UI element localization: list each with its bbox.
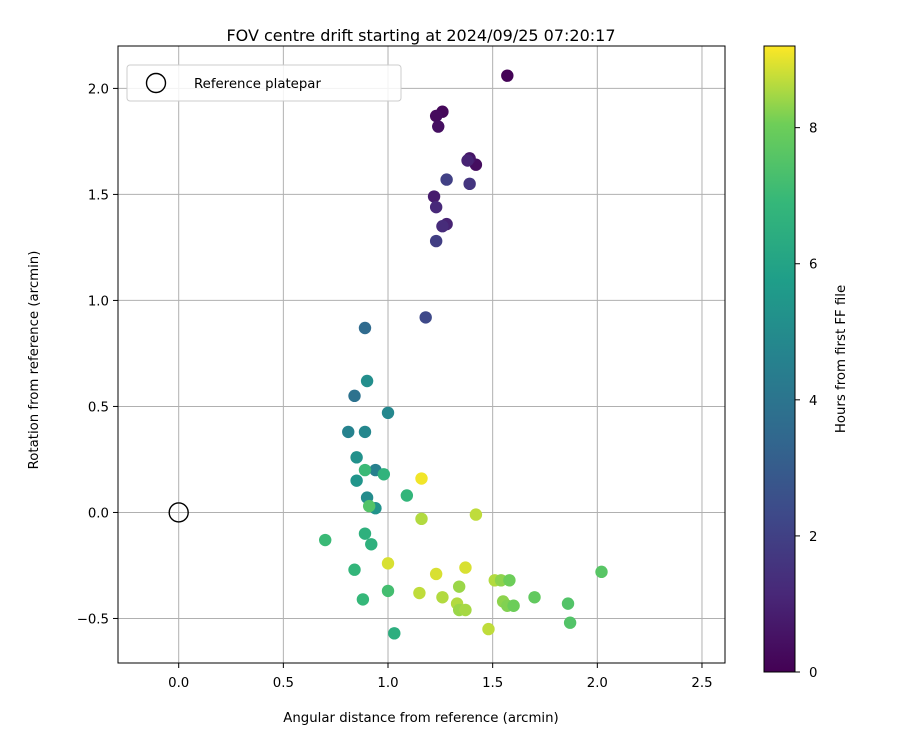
x-axis-ticks: 0.0 0.5 1.0 1.5 2.0 2.5 (168, 663, 713, 691)
y-tick-label: 2.0 (88, 82, 109, 97)
data-point (429, 200, 443, 214)
data-point (429, 109, 443, 123)
colorbar-tick-label: 6 (809, 258, 817, 273)
grid-lines (118, 46, 725, 663)
colorbar-label: Hours from first FF file (834, 285, 849, 433)
legend-label: Reference platepar (194, 77, 321, 92)
x-axis-label: Angular distance from reference (arcmin) (283, 711, 558, 726)
data-point (388, 627, 401, 640)
colorbar-tick-label: 2 (809, 530, 817, 545)
x-tick-label: 1.0 (377, 676, 398, 691)
data-point (432, 120, 445, 133)
data-point (358, 527, 372, 540)
chart-title: FOV centre drift starting at 2024/09/25 … (226, 26, 615, 45)
data-point (469, 508, 483, 521)
data-point (427, 190, 441, 203)
data-point (348, 389, 361, 403)
data-point (348, 563, 361, 576)
data-point (436, 591, 449, 604)
legend-box (126, 64, 402, 102)
y-tick-label: 0.5 (88, 400, 109, 415)
data-point (429, 567, 443, 581)
legend-marker (145, 72, 167, 94)
data-point (463, 177, 476, 191)
x-tick-label: 2.0 (587, 676, 608, 691)
data-point (452, 580, 466, 593)
y-axis-ticks: −0.5 0.0 0.5 1.0 1.5 2.0 (77, 82, 118, 627)
data-point (415, 512, 428, 526)
data-point (461, 154, 474, 167)
colorbar-tick-label: 0 (809, 666, 817, 681)
data-point (459, 603, 472, 617)
plot-frame (117, 45, 726, 664)
y-tick-label: 1.5 (88, 188, 109, 203)
colorbar-tick-label: 8 (809, 122, 817, 137)
data-point (356, 593, 370, 606)
data-point (350, 451, 363, 464)
data-point (503, 574, 516, 587)
data-point (362, 499, 376, 513)
data-point (528, 591, 541, 604)
data-point (377, 468, 391, 481)
colorbar-tick-label: 4 (809, 394, 817, 409)
colorbar: 0 2 4 6 8 Hours from first FF file (763, 45, 849, 681)
data-point (319, 533, 332, 547)
x-tick-label: 2.5 (691, 676, 712, 691)
data-point (482, 622, 495, 636)
data-point (381, 584, 395, 598)
x-tick-label: 1.5 (482, 676, 503, 691)
data-point (595, 565, 608, 579)
data-point (436, 220, 449, 233)
data-point (350, 474, 363, 487)
colorbar-gradient (763, 45, 796, 673)
data-point (429, 234, 443, 248)
data-point (563, 616, 577, 629)
data-point (440, 173, 453, 186)
data-point (381, 406, 395, 420)
data-point (381, 557, 395, 570)
x-tick-label: 0.0 (168, 676, 189, 691)
data-point (360, 374, 374, 388)
data-point (561, 597, 575, 610)
reference-platepar-marker (168, 502, 189, 523)
data-point (419, 311, 432, 324)
y-tick-label: 1.0 (88, 294, 109, 309)
data-point (459, 561, 472, 574)
data-point (358, 463, 372, 477)
data-point (342, 425, 355, 439)
data-point (413, 586, 426, 600)
data-point (358, 321, 372, 335)
y-axis-label: Rotation from reference (arcmin) (27, 251, 42, 470)
y-tick-label: −0.5 (77, 612, 109, 627)
data-point (365, 538, 378, 551)
data-point (507, 599, 520, 612)
legend: Reference platepar (126, 64, 402, 102)
data-point (400, 489, 414, 502)
data-point (415, 472, 428, 485)
colorbar-ticks: 0 2 4 6 8 (795, 122, 817, 681)
data-point (501, 69, 514, 82)
y-tick-label: 0.0 (88, 506, 109, 521)
data-point (358, 425, 372, 439)
x-tick-label: 0.5 (273, 676, 294, 691)
data-points (319, 69, 608, 640)
